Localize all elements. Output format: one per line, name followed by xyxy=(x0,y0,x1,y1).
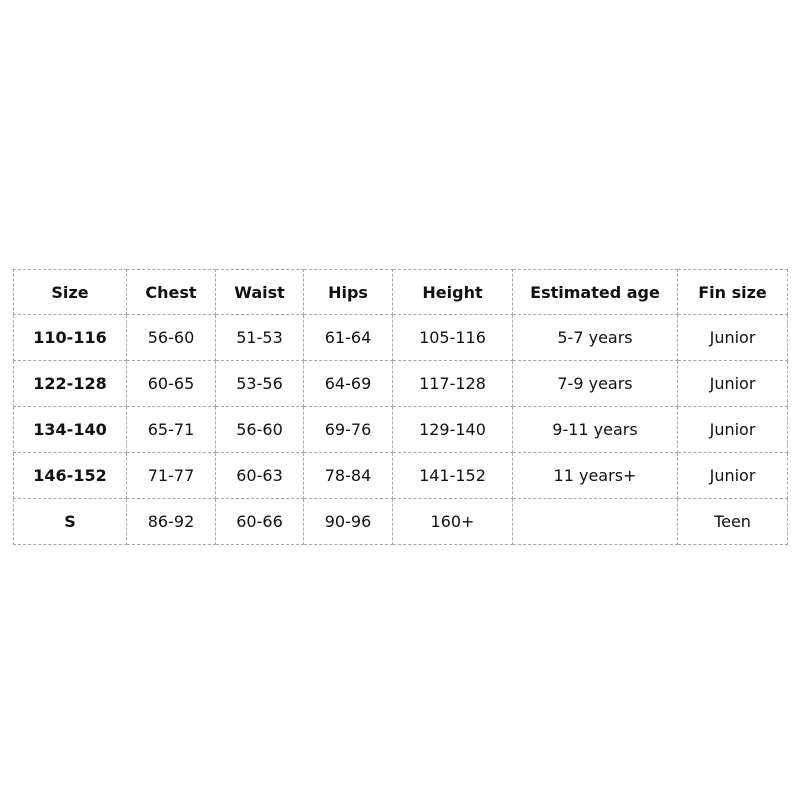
size-chart-table: Size Chest Waist Hips Height Estimated a… xyxy=(13,269,788,545)
cell-hips: 69-76 xyxy=(303,406,393,453)
header-row: Size Chest Waist Hips Height Estimated a… xyxy=(13,269,788,315)
cell-size: 122-128 xyxy=(13,360,127,407)
cell-height: 129-140 xyxy=(392,406,513,453)
cell-estimated-age: 7-9 years xyxy=(512,360,678,407)
cell-fin-size: Junior xyxy=(677,360,788,407)
cell-chest: 71-77 xyxy=(126,452,216,499)
cell-height: 160+ xyxy=(392,498,513,545)
table-row: 110-116 56-60 51-53 61-64 105-116 5-7 ye… xyxy=(13,314,788,361)
table-row: 134-140 65-71 56-60 69-76 129-140 9-11 y… xyxy=(13,406,788,453)
table-row: 122-128 60-65 53-56 64-69 117-128 7-9 ye… xyxy=(13,360,788,407)
column-header-chest: Chest xyxy=(126,269,216,315)
cell-height: 117-128 xyxy=(392,360,513,407)
column-header-hips: Hips xyxy=(303,269,393,315)
cell-waist: 60-63 xyxy=(215,452,304,499)
cell-waist: 60-66 xyxy=(215,498,304,545)
cell-hips: 90-96 xyxy=(303,498,393,545)
cell-size: 146-152 xyxy=(13,452,127,499)
cell-fin-size: Junior xyxy=(677,406,788,453)
column-header-size: Size xyxy=(13,269,127,315)
cell-estimated-age: 11 years+ xyxy=(512,452,678,499)
cell-fin-size: Teen xyxy=(677,498,788,545)
cell-hips: 78-84 xyxy=(303,452,393,499)
column-header-waist: Waist xyxy=(215,269,304,315)
cell-size: S xyxy=(13,498,127,545)
cell-chest: 56-60 xyxy=(126,314,216,361)
cell-fin-size: Junior xyxy=(677,314,788,361)
cell-waist: 53-56 xyxy=(215,360,304,407)
cell-size: 110-116 xyxy=(13,314,127,361)
cell-waist: 51-53 xyxy=(215,314,304,361)
column-header-height: Height xyxy=(392,269,513,315)
cell-fin-size: Junior xyxy=(677,452,788,499)
cell-chest: 86-92 xyxy=(126,498,216,545)
cell-height: 105-116 xyxy=(392,314,513,361)
cell-chest: 60-65 xyxy=(126,360,216,407)
table-row: S 86-92 60-66 90-96 160+ Teen xyxy=(13,498,788,545)
table-row: 146-152 71-77 60-63 78-84 141-152 11 yea… xyxy=(13,452,788,499)
column-header-estimated-age: Estimated age xyxy=(512,269,678,315)
column-header-fin-size: Fin size xyxy=(677,269,788,315)
cell-hips: 61-64 xyxy=(303,314,393,361)
cell-waist: 56-60 xyxy=(215,406,304,453)
cell-estimated-age: 5-7 years xyxy=(512,314,678,361)
cell-estimated-age xyxy=(512,498,678,545)
cell-estimated-age: 9-11 years xyxy=(512,406,678,453)
cell-hips: 64-69 xyxy=(303,360,393,407)
cell-size: 134-140 xyxy=(13,406,127,453)
cell-chest: 65-71 xyxy=(126,406,216,453)
cell-height: 141-152 xyxy=(392,452,513,499)
